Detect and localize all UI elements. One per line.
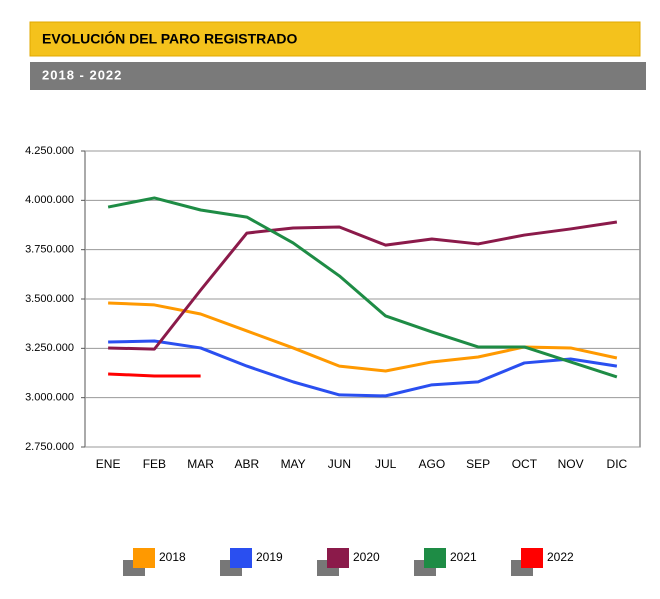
y-tick-label: 3.250.000	[25, 342, 74, 354]
x-tick-label: FEB	[143, 457, 166, 471]
legend-swatch	[230, 548, 252, 568]
y-tick-label: 4.250.000	[25, 145, 74, 157]
y-tick-label: 2.750.000	[25, 441, 74, 453]
legend-swatch	[133, 548, 155, 568]
y-tick-label: 4.000.000	[25, 194, 74, 206]
legend-label: 2021	[450, 550, 477, 564]
legend-label: 2022	[547, 550, 574, 564]
series-line	[108, 372, 201, 378]
y-tick-label: 3.000.000	[25, 392, 74, 404]
x-tick-label: JUN	[328, 457, 351, 471]
chart-title: EVOLUCIÓN DEL PARO REGISTRADO	[42, 30, 298, 47]
chart-subtitle: 2018 - 2022	[42, 67, 122, 82]
title-bar	[29, 21, 641, 57]
x-tick-label: SEP	[466, 457, 490, 471]
legend-swatch	[424, 548, 446, 568]
legend-swatch	[521, 548, 543, 568]
x-tick-label: JUL	[375, 457, 397, 471]
y-tick-label: 3.500.000	[25, 293, 74, 305]
series-line	[108, 220, 618, 351]
x-tick-label: OCT	[512, 457, 538, 471]
series-line	[107, 196, 618, 379]
x-tick-label: ABR	[235, 457, 260, 471]
y-tick-label: 3.750.000	[25, 244, 74, 256]
legend-label: 2020	[353, 550, 380, 564]
x-tick-label: MAY	[281, 457, 306, 471]
subtitle-bar	[30, 62, 646, 90]
x-tick-label: MAR	[187, 457, 214, 471]
x-tick-label: AGO	[419, 457, 446, 471]
x-tick-label: DIC	[607, 457, 628, 471]
series-line	[108, 339, 618, 398]
legend-label: 2019	[256, 550, 283, 564]
x-tick-label: NOV	[558, 457, 584, 471]
legend-label: 2018	[159, 550, 186, 564]
series-line	[108, 301, 618, 373]
x-tick-label: ENE	[96, 457, 121, 471]
legend-swatch	[327, 548, 349, 568]
